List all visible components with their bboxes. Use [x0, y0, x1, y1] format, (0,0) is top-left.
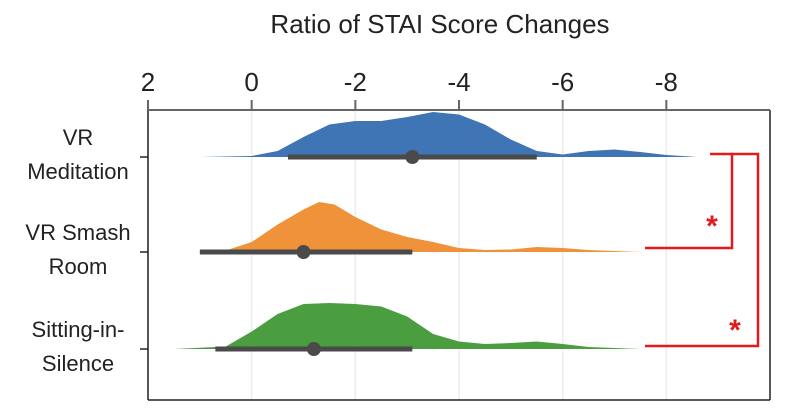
interval-bars	[199, 150, 537, 356]
density-clouds	[173, 112, 698, 349]
category-label-line1: VR Smash	[25, 220, 130, 245]
category-label-line2: Silence	[42, 351, 114, 376]
significance-star: *	[706, 210, 718, 243]
significance-bracket-0	[645, 152, 734, 250]
category-label-line2: Meditation	[27, 159, 129, 184]
mean-point-2	[306, 342, 321, 356]
density-cloud-0	[199, 112, 698, 157]
category-label-line2: Room	[49, 254, 108, 279]
mean-point-1	[296, 245, 311, 259]
category-label-line1: Sitting-in-	[32, 317, 125, 342]
x-tick-label: -6	[551, 67, 574, 97]
x-tick-label: 0	[244, 67, 258, 97]
density-cloud-2	[173, 303, 641, 349]
x-tick-label: 2	[141, 67, 155, 97]
category-labels: VR Meditation VR Smash Room Sitting-in- Silen…	[25, 125, 130, 376]
chart-title: Ratio of STAI Score Changes	[270, 9, 609, 39]
x-axis: 2 0 -2 -4 -6 -8	[140, 67, 771, 401]
x-tick-label: -8	[655, 67, 678, 97]
x-tick-label: -2	[344, 67, 367, 97]
significance-star: *	[729, 314, 741, 347]
significance-bracket-1	[645, 152, 760, 348]
mean-point-0	[405, 150, 420, 164]
x-tick-label: -4	[447, 67, 470, 97]
density-cloud-1	[199, 202, 641, 252]
significance-brackets: **	[645, 152, 760, 348]
category-label-line1: VR	[63, 125, 94, 150]
